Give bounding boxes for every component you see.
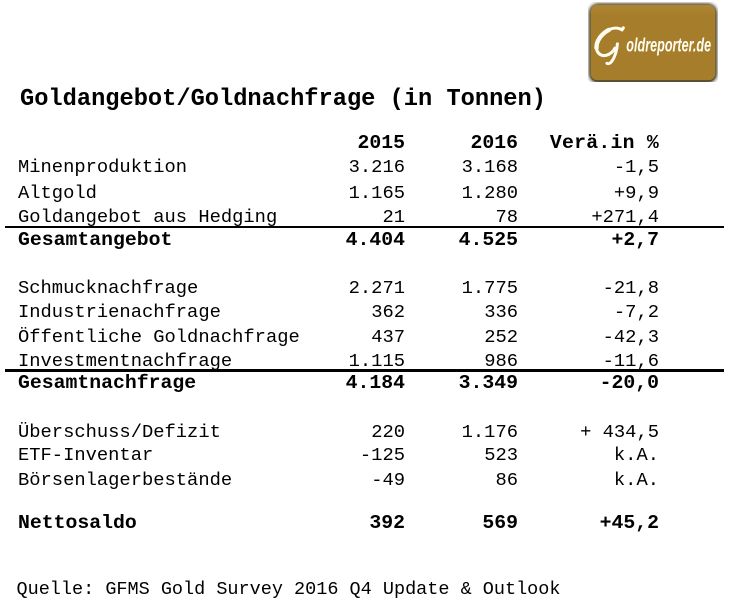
svg-text:oldreporter.de: oldreporter.de <box>626 35 711 56</box>
